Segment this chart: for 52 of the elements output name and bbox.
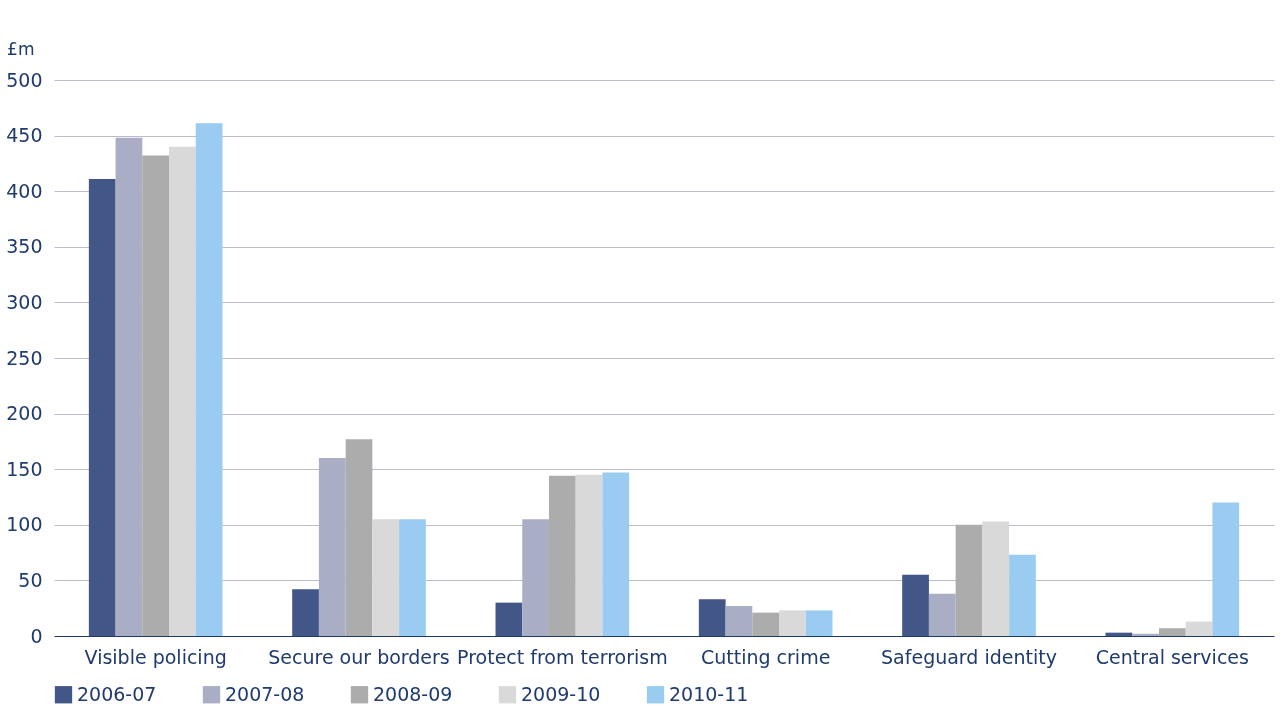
legend-label: 2010-11: [669, 682, 749, 705]
y-tick-label: 0: [30, 624, 43, 647]
bar: [1212, 502, 1240, 636]
y-tick-label: 350: [6, 235, 43, 258]
y-axis-title: £m: [7, 38, 35, 59]
bar: [1132, 633, 1159, 636]
bar: [292, 589, 319, 636]
bar: [805, 610, 833, 636]
legend-label: 2007-08: [225, 682, 305, 705]
bar: [982, 521, 1010, 636]
bar: [1158, 628, 1186, 636]
bar: [1009, 554, 1036, 636]
y-tick-label: 200: [6, 402, 43, 425]
bar: [955, 524, 983, 636]
bar: [575, 474, 603, 636]
x-tick-label: Visible policing: [84, 645, 227, 668]
bar: [345, 439, 373, 636]
y-tick-label: 150: [6, 457, 43, 480]
bar: [495, 602, 523, 636]
x-tick-label: Cutting crime: [700, 645, 831, 668]
y-tick-label: 100: [6, 513, 43, 536]
bar: [928, 593, 956, 636]
x-tick-label: Central services: [1095, 645, 1249, 668]
bar: [779, 610, 806, 636]
legend-label: 2006-07: [77, 682, 157, 705]
bar: [169, 146, 196, 636]
legend-label: 2008-09: [373, 682, 453, 705]
legend-label: 2009-10: [521, 682, 601, 705]
bar: [522, 519, 549, 636]
x-tick-label: Secure our borders: [268, 645, 450, 668]
bar: [142, 155, 170, 636]
bar: [902, 574, 929, 636]
bar: [318, 458, 346, 636]
bar: [399, 519, 426, 636]
bar: [195, 123, 223, 636]
bar: [88, 178, 116, 636]
y-tick-label: 50: [18, 568, 43, 591]
bar: [548, 475, 576, 636]
x-tick-label: Protect from terrorism: [457, 645, 668, 668]
bar: [115, 137, 143, 636]
bar: [725, 605, 753, 636]
bar: [372, 519, 400, 636]
y-tick-label: 400: [6, 179, 43, 202]
x-tick-label: Safeguard identity: [881, 645, 1057, 668]
y-tick-label: 450: [6, 124, 43, 147]
bar: [1185, 621, 1213, 636]
y-tick-label: 300: [6, 290, 43, 313]
bar: [752, 612, 780, 636]
y-tick-label: 250: [6, 346, 43, 369]
bar: [602, 472, 630, 636]
bar: [698, 599, 726, 636]
y-tick-label: 500: [6, 68, 43, 91]
